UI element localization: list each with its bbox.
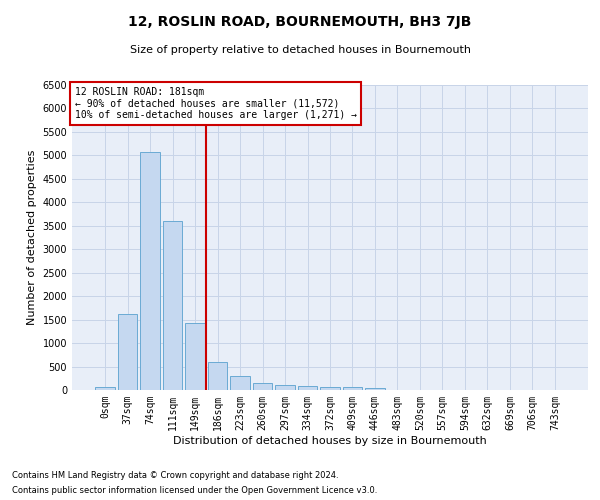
Text: 12 ROSLIN ROAD: 181sqm
← 90% of detached houses are smaller (11,572)
10% of semi: 12 ROSLIN ROAD: 181sqm ← 90% of detached… [74,86,356,120]
Text: Contains public sector information licensed under the Open Government Licence v3: Contains public sector information licen… [12,486,377,495]
Text: Contains HM Land Registry data © Crown copyright and database right 2024.: Contains HM Land Registry data © Crown c… [12,471,338,480]
Bar [230,376,250,390]
Bar [208,362,227,390]
Bar [140,152,160,390]
Bar [343,388,362,390]
Bar [253,384,272,390]
Y-axis label: Number of detached properties: Number of detached properties [27,150,37,325]
Text: Size of property relative to detached houses in Bournemouth: Size of property relative to detached ho… [130,45,470,55]
Bar [118,314,137,390]
Bar [365,388,385,390]
Bar [298,386,317,390]
Text: 12, ROSLIN ROAD, BOURNEMOUTH, BH3 7JB: 12, ROSLIN ROAD, BOURNEMOUTH, BH3 7JB [128,15,472,29]
Bar [185,324,205,390]
Bar [275,386,295,390]
Bar [320,388,340,390]
Bar [95,387,115,390]
X-axis label: Distribution of detached houses by size in Bournemouth: Distribution of detached houses by size … [173,436,487,446]
Bar [163,221,182,390]
